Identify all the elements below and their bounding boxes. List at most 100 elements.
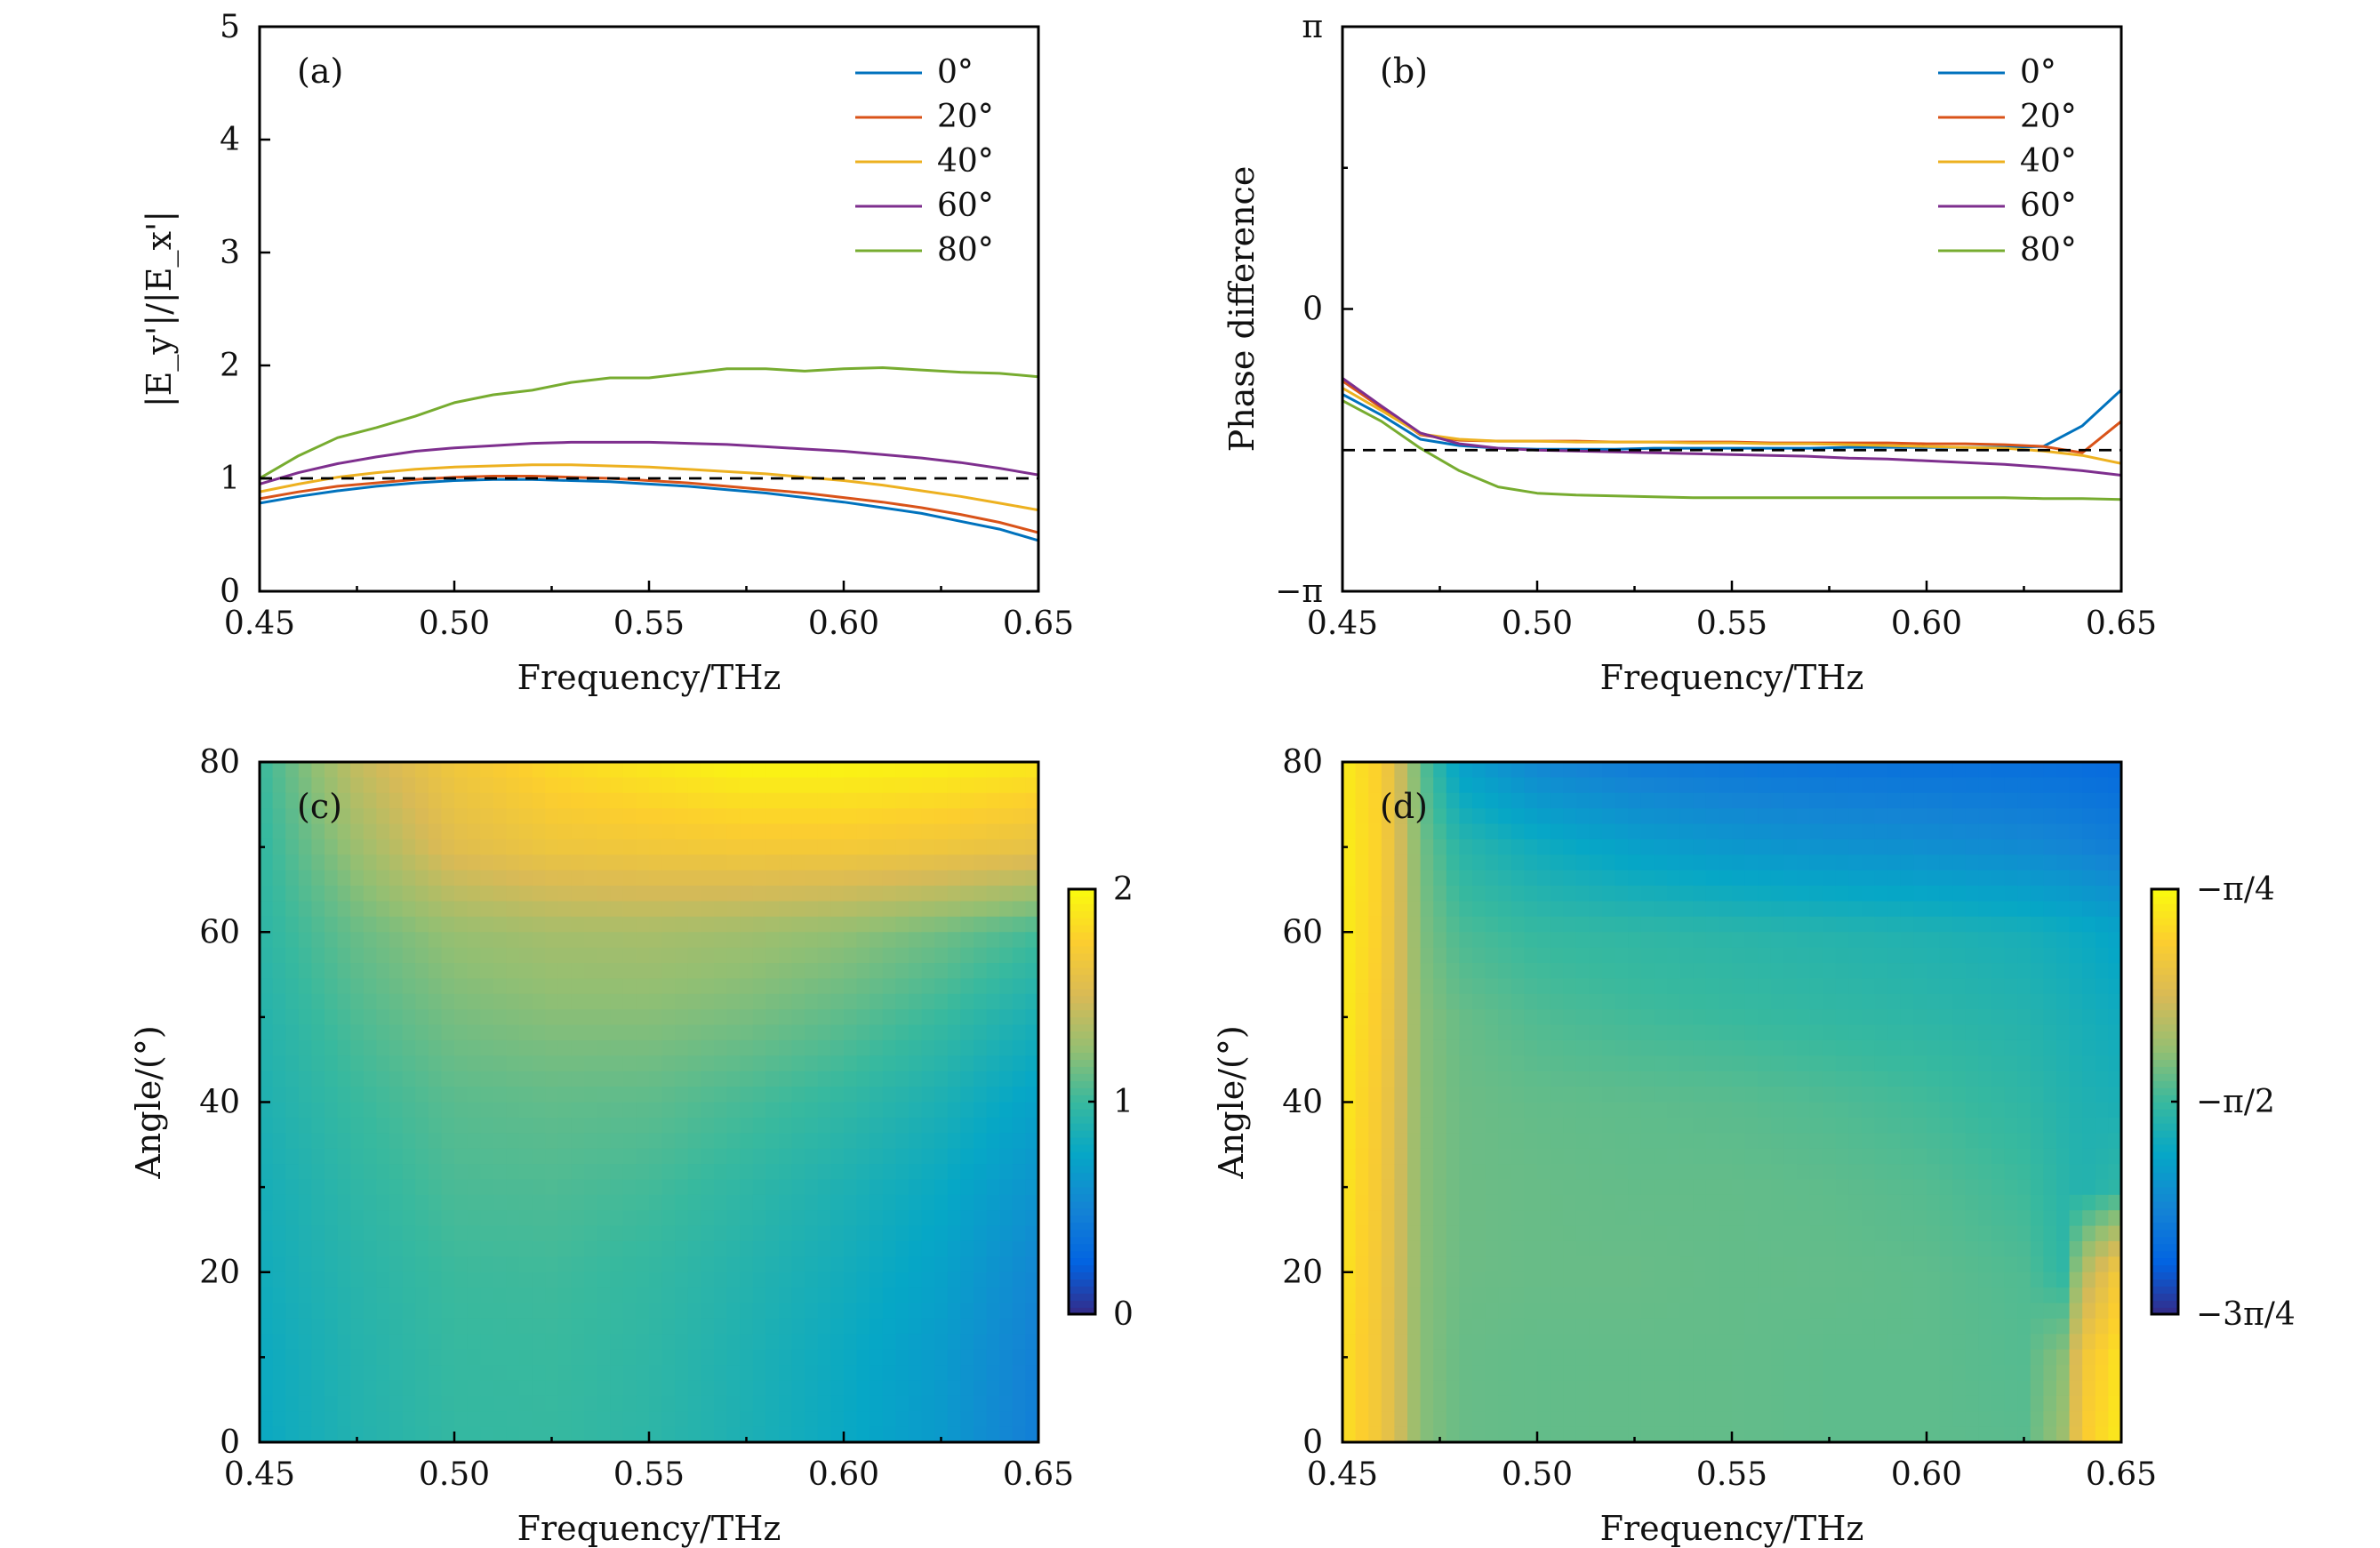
heatmap-cell (844, 1039, 858, 1057)
heatmap-cell (428, 932, 443, 949)
heatmap-cell (311, 1194, 325, 1212)
heatmap-cell (325, 901, 339, 918)
heatmap-cell (1900, 1117, 1915, 1135)
heatmap-cell (441, 1194, 455, 1212)
heatmap-cell (752, 1009, 767, 1026)
heatmap-cell (1615, 1426, 1629, 1443)
heatmap-cell (1602, 1210, 1616, 1227)
heatmap-cell (1342, 808, 1357, 825)
heatmap-cell (1628, 808, 1642, 825)
heatmap-cell (1862, 932, 1876, 949)
heatmap-cell (805, 808, 819, 825)
heatmap-cell (636, 1039, 650, 1057)
heatmap-cell (844, 1179, 858, 1196)
heatmap-cell (1459, 993, 1473, 1010)
heatmap-cell (389, 1009, 404, 1026)
heatmap-cell (856, 1395, 870, 1413)
heatmap-cell (1887, 1179, 1902, 1196)
heatmap-cell (934, 1271, 949, 1288)
heatmap-cell (1342, 947, 1357, 964)
heatmap-cell (675, 1225, 689, 1242)
heatmap-cell (765, 1210, 780, 1227)
heatmap-cell (779, 792, 793, 809)
heatmap-cell (325, 1148, 339, 1165)
heatmap-cell (714, 792, 728, 809)
heatmap-cell (325, 1055, 339, 1072)
heatmap-cell (1809, 1395, 1823, 1413)
heatmap-cell (661, 1426, 676, 1443)
heatmap-cell (1485, 1256, 1499, 1273)
heatmap-cell (1758, 854, 1772, 871)
heatmap-cell (960, 1087, 974, 1103)
heatmap-cell (986, 1256, 1000, 1273)
heatmap-cell (1537, 1055, 1551, 1072)
heatmap-cell (272, 1318, 286, 1335)
heatmap-cell (467, 1148, 481, 1165)
heatmap-cell (947, 1117, 962, 1135)
heatmap-cell (844, 916, 858, 934)
heatmap-cell (1589, 901, 1603, 918)
heatmap-cell (1719, 1334, 1733, 1351)
colorbar-segment (1069, 1300, 1095, 1308)
heatmap-cell (1758, 1349, 1772, 1366)
heatmap-cell (1783, 1055, 1798, 1072)
heatmap-cell (545, 1024, 559, 1041)
heatmap-cell (1965, 1365, 1980, 1382)
heatmap-cell (974, 1225, 988, 1242)
heatmap-cell (1498, 870, 1512, 886)
heatmap-cell (1939, 1225, 1953, 1242)
heatmap-cell (687, 1071, 702, 1087)
heatmap-cell (856, 1334, 870, 1351)
heatmap-cell (545, 808, 559, 825)
heatmap-cell (882, 1349, 897, 1366)
heatmap-cell (687, 1009, 702, 1026)
heatmap-cell (1524, 1240, 1538, 1258)
heatmap-cell (1433, 792, 1447, 809)
heatmap-cell (1498, 1164, 1512, 1181)
heatmap-cell (1589, 1039, 1603, 1057)
heatmap-cell (1693, 1071, 1707, 1087)
heatmap-cell (622, 1395, 637, 1413)
heatmap-cell (701, 762, 715, 779)
heatmap-cell (934, 901, 949, 918)
heatmap-cell (687, 1426, 702, 1443)
heatmap-cell (350, 823, 365, 840)
heatmap-cell (376, 932, 390, 949)
heatmap-cell (480, 1256, 494, 1273)
heatmap-cell (1025, 932, 1039, 949)
heatmap-cell (856, 1039, 870, 1057)
heatmap-cell (1025, 777, 1039, 794)
heatmap-cell (1485, 1271, 1499, 1288)
heatmap-cell (311, 886, 325, 902)
heatmap-cell (1874, 1179, 1888, 1196)
heatmap-cell (960, 1426, 974, 1443)
heatmap-cell (1823, 1256, 1837, 1273)
heatmap-cell (1887, 762, 1902, 779)
heatmap-cell (1667, 1087, 1681, 1103)
heatmap-cell (1939, 1024, 1953, 1041)
heatmap-cell (1368, 1164, 1382, 1181)
heatmap-cell (895, 1133, 910, 1150)
heatmap-cell (415, 1194, 429, 1212)
heatmap-cell (675, 886, 689, 902)
heatmap-cell (765, 1133, 780, 1150)
heatmap-cell (545, 1055, 559, 1072)
heatmap-cell (272, 1287, 286, 1304)
heatmap-cell (1758, 1426, 1772, 1443)
heatmap-cell (350, 838, 365, 856)
heatmap-cell (817, 1148, 832, 1165)
heatmap-cell (1575, 978, 1591, 995)
heatmap-cell (1446, 823, 1461, 840)
heatmap-cell (765, 1009, 780, 1026)
heatmap-cell (1679, 1194, 1694, 1212)
heatmap-cell (1900, 1303, 1915, 1319)
heatmap-cell (1342, 993, 1357, 1010)
heatmap-cell (298, 1087, 313, 1103)
heatmap-cell (1823, 1179, 1837, 1196)
heatmap-cell (311, 1024, 325, 1041)
heatmap-cell (1758, 1087, 1772, 1103)
heatmap-cell (622, 838, 637, 856)
heatmap-cell (285, 1117, 300, 1135)
heatmap-cell (1511, 1210, 1526, 1227)
heatmap-cell (1654, 1055, 1668, 1072)
